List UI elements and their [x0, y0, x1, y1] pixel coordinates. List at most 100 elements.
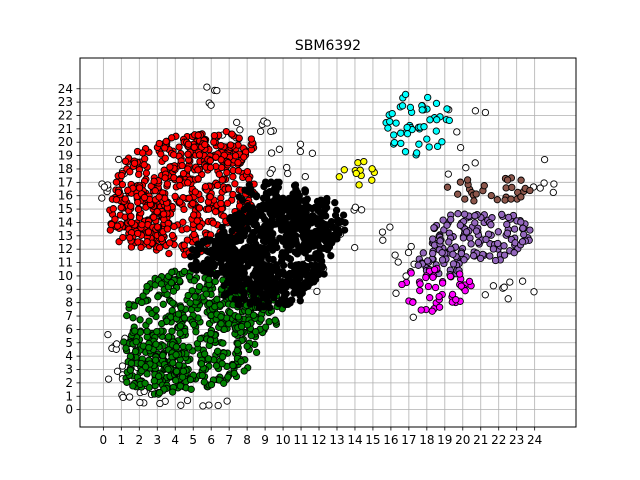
x-tick-label: 19 [437, 433, 452, 447]
scatter-point [486, 252, 494, 260]
scatter-point [414, 261, 422, 269]
scatter-point [444, 170, 452, 178]
x-tick-label: 15 [365, 433, 380, 447]
scatter-point [351, 243, 359, 252]
scatter-point [429, 249, 437, 258]
scatter-point [250, 221, 258, 229]
scatter-point [184, 179, 192, 187]
scatter-point [301, 172, 309, 181]
scatter-point [157, 280, 166, 288]
y-tick-label: 18 [58, 162, 73, 176]
scatter-point [418, 106, 426, 114]
scatter-point [378, 228, 387, 236]
scatter-point [438, 249, 446, 257]
scatter-point [508, 183, 516, 192]
scatter-point [257, 315, 265, 323]
scatter-point [520, 230, 528, 239]
scatter-point [303, 270, 311, 278]
scatter-point [263, 119, 271, 127]
scatter-point [456, 221, 464, 229]
scatter-point [178, 161, 186, 170]
scatter-point [409, 313, 417, 321]
scatter-point [471, 107, 480, 115]
y-tick-label: 22 [58, 108, 73, 122]
scatter-point [129, 382, 137, 390]
scatter-point [171, 192, 179, 201]
scatter-point [234, 158, 242, 167]
scatter-point [176, 198, 184, 206]
scatter-point [526, 186, 534, 195]
scatter-point [433, 116, 441, 124]
scatter-point [140, 161, 148, 169]
scatter-point [100, 183, 109, 191]
scatter-point [141, 155, 149, 163]
scatter-point [462, 164, 470, 172]
scatter-point [130, 159, 139, 167]
scatter-point [241, 215, 249, 224]
scatter-point [129, 314, 137, 322]
scatter-point [240, 153, 248, 161]
scatter-point [386, 117, 394, 126]
scatter-point [340, 226, 349, 234]
x-tick-label: 24 [527, 433, 542, 447]
scatter-point [446, 272, 455, 281]
scatter-point [456, 178, 465, 186]
scatter-point [320, 207, 329, 215]
scatter-point [170, 222, 178, 231]
scatter-point [504, 295, 512, 303]
scatter-point [121, 195, 129, 203]
scatter-point [296, 147, 305, 156]
scatter-point [311, 203, 319, 212]
scatter-point [517, 218, 525, 226]
scatter-point [293, 217, 302, 225]
scatter-point [256, 227, 264, 236]
scatter-point [163, 180, 172, 188]
scatter-point [397, 129, 405, 137]
scatter-point [217, 141, 225, 150]
scatter-point [335, 173, 343, 181]
scatter-point [407, 242, 415, 251]
scatter-point [265, 229, 273, 237]
scatter-point [301, 237, 310, 245]
scatter-point [206, 157, 214, 165]
scatter-point [453, 128, 461, 136]
scatter-point [500, 242, 508, 250]
scatter-point [150, 213, 158, 221]
scatter-point [140, 193, 149, 202]
scatter-point [390, 138, 399, 147]
y-tick-label: 14 [58, 215, 73, 229]
scatter-point [156, 244, 164, 252]
scatter-point [428, 307, 436, 315]
scatter-point [131, 347, 140, 356]
scatter-point [290, 239, 298, 247]
scatter-point [489, 282, 498, 290]
scatter-point [234, 167, 243, 175]
scatter-point [138, 298, 146, 307]
scatter-point [460, 256, 468, 264]
x-tick-label: 20 [455, 433, 470, 447]
scatter-point [240, 367, 248, 375]
scatter-point [510, 225, 519, 233]
scatter-point [237, 223, 245, 232]
scatter-point [155, 139, 163, 148]
scatter-point [175, 143, 183, 151]
x-tick-label: 14 [347, 433, 362, 447]
scatter-point [220, 379, 228, 387]
x-tick-label: 3 [153, 433, 161, 447]
scatter-point [191, 293, 199, 301]
scatter-point [507, 195, 515, 203]
scatter-point [266, 169, 274, 177]
scatter-point [137, 243, 145, 252]
scatter-point [285, 273, 293, 281]
scatter-point [118, 171, 126, 180]
scatter-point [517, 176, 525, 184]
scatter-point [138, 149, 147, 157]
scatter-point [162, 137, 170, 146]
scatter-point [112, 178, 121, 186]
scatter-point [206, 262, 215, 270]
scatter-point [207, 101, 215, 109]
scatter-point [312, 263, 321, 271]
axis-ticks: 0 1 2 3 4 5 6 7 8 9 10 11 12 13 14 15 16 17 18 19 20 21 22 23 24… [58, 82, 543, 447]
scatter-point [295, 203, 303, 211]
scatter-point [167, 279, 176, 287]
